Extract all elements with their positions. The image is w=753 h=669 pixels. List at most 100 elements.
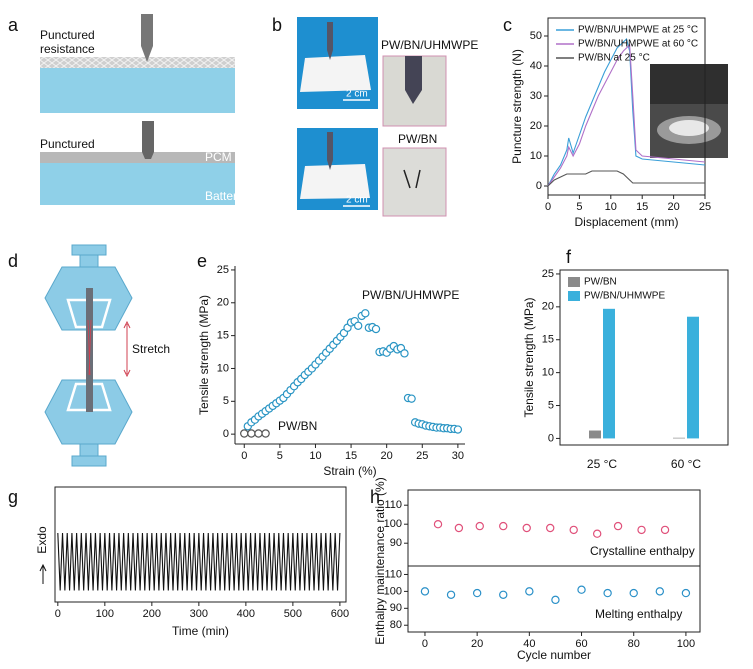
sample <box>300 164 370 199</box>
data-point <box>453 425 463 434</box>
grip <box>66 382 112 412</box>
inset-photo <box>650 64 728 158</box>
data-point <box>240 429 249 438</box>
legend-label: PW/BN at 25 °C <box>578 53 650 64</box>
y-tick-label: 40 <box>530 60 542 72</box>
label: Punctured <box>40 28 95 42</box>
x-axis-label: Displacement (mm) <box>574 215 678 229</box>
arrowhead <box>123 320 131 378</box>
diagram-b: 2 cm PW/BN/UHMWPE 2 cm PW/BN <box>297 17 478 217</box>
layer <box>40 68 235 113</box>
inset-photo <box>382 147 447 217</box>
photo-part <box>650 64 728 104</box>
sample <box>86 288 93 412</box>
y-tick-label: 15 <box>542 334 554 346</box>
data-point <box>407 394 416 403</box>
data-point <box>454 523 464 533</box>
legend-label: PW/BN/UHMWPE <box>584 291 665 302</box>
data-line <box>57 532 341 591</box>
sample-mark <box>87 319 92 376</box>
y-axis-label: Puncture strength (N) <box>510 49 524 164</box>
y-tick-label: 25 <box>542 268 554 280</box>
data-point <box>577 585 586 594</box>
layer <box>40 57 235 68</box>
needle <box>142 121 154 159</box>
data-point <box>254 429 263 438</box>
needle <box>141 14 153 62</box>
y-tick-label: 100 <box>384 518 402 530</box>
plot-frame <box>54 486 347 603</box>
y-tick-label: 10 <box>217 362 229 374</box>
sample-label: PW/BN/UHMWPE <box>381 38 478 52</box>
data-point <box>433 520 443 529</box>
data-point <box>546 523 555 533</box>
data-point <box>681 588 691 598</box>
y-tick-label: 100 <box>384 585 402 597</box>
y-tick-label: 25 <box>217 264 229 276</box>
x-tick-label: 100 <box>96 608 114 620</box>
data-point <box>353 321 363 330</box>
data-point <box>446 590 456 599</box>
x-tick-label: 20 <box>471 638 483 650</box>
data-point <box>592 529 602 538</box>
clamp <box>79 443 99 457</box>
data-point <box>569 525 578 535</box>
y-tick-label: 0 <box>536 180 542 192</box>
layer <box>40 163 235 205</box>
arrow <box>39 563 47 584</box>
clamp <box>71 244 107 256</box>
y-tick-label: 10 <box>542 367 554 379</box>
y-axis-label: Tensile strength (MPa) <box>197 295 211 415</box>
x-tick-label: 10 <box>309 450 321 462</box>
data-point <box>499 521 508 531</box>
data-line <box>547 43 706 187</box>
x-tick-label: 200 <box>143 608 161 620</box>
data-point <box>400 349 409 358</box>
data-line <box>547 170 705 187</box>
series-label: Melting enthalpy <box>595 607 682 621</box>
y-tick-label: 90 <box>390 537 402 549</box>
panel-label: g <box>8 487 18 507</box>
y-tick-label: 20 <box>542 301 554 313</box>
y-tick-label: 10 <box>530 150 542 162</box>
clamp <box>79 254 99 268</box>
x-tick-label: 5 <box>277 450 283 462</box>
label: Battery <box>205 189 243 203</box>
x-tick-label: 25 <box>699 201 711 213</box>
legend-label: PW/BN/UHMPWE at 60 °C <box>578 39 698 50</box>
x-tick-label: 300 <box>190 608 208 620</box>
x-tick-label: 0 <box>241 450 247 462</box>
y-tick-label: 20 <box>530 120 542 132</box>
y-tick-label: 110 <box>384 499 402 511</box>
layer <box>40 152 235 163</box>
legend-swatch <box>568 291 580 301</box>
data-point <box>475 521 484 531</box>
x-tick-label: 5 <box>576 201 582 213</box>
label: PCM <box>205 150 232 164</box>
series-label: Crystalline enthalpy <box>590 544 695 558</box>
y-tick-label: 5 <box>548 399 554 411</box>
sample <box>300 55 371 92</box>
needle <box>327 132 333 170</box>
x-axis-label: Strain (%) <box>323 464 376 478</box>
x-tick-label: 500 <box>284 608 302 620</box>
clamp <box>71 455 107 467</box>
legend-label: PW/BN/UHMPWE at 25 °C <box>578 25 698 36</box>
data-point <box>551 595 560 605</box>
photo-part <box>669 120 709 136</box>
series-label: PW/BN <box>278 419 317 433</box>
panel-label: h <box>370 487 380 507</box>
scale-label: 2 cm <box>346 89 368 100</box>
panel-label: d <box>8 251 18 271</box>
x-tick-label: 20 <box>667 201 679 213</box>
panel-label: c <box>503 15 512 35</box>
y-tick-label: 15 <box>217 330 229 342</box>
x-tick-label: 100 <box>677 638 695 650</box>
x-tick-label: 0 <box>55 608 61 620</box>
x-tick-label: 10 <box>605 201 617 213</box>
crack <box>403 169 421 189</box>
data-point <box>361 309 370 318</box>
panel-label: e <box>197 251 207 271</box>
